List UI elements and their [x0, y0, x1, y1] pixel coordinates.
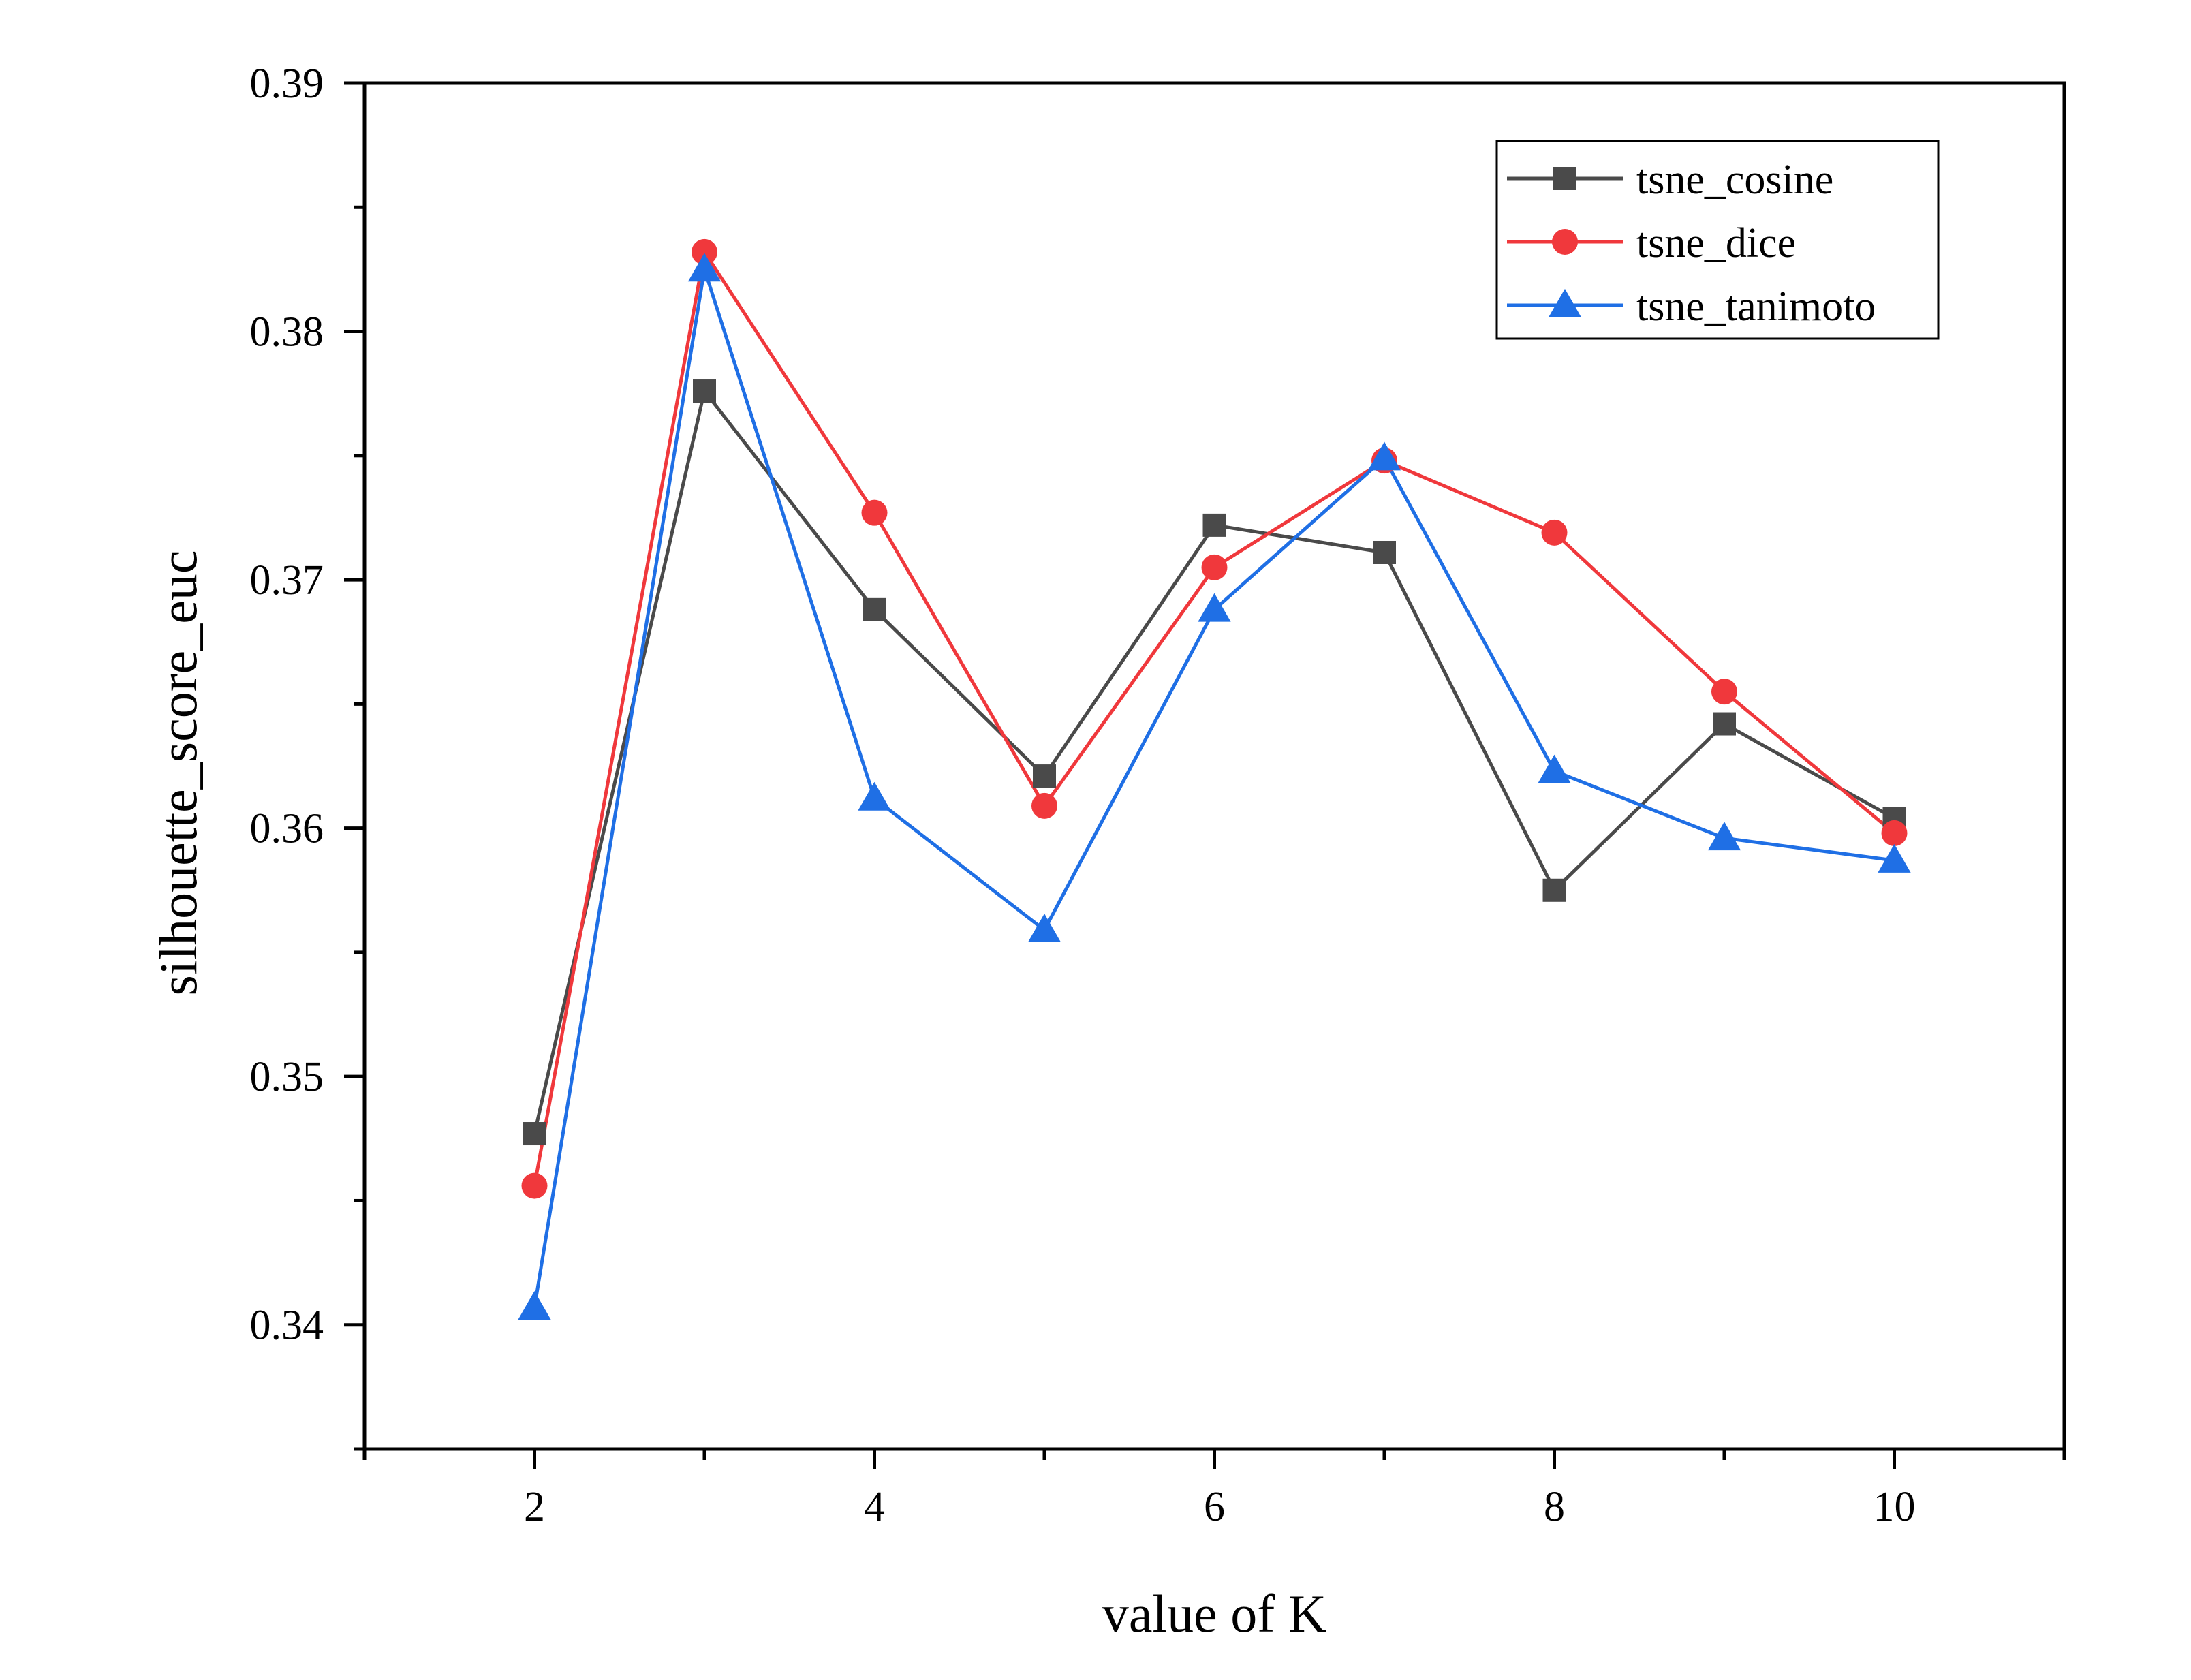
- legend-label-tsne_tanimoto: tsne_tanimoto: [1636, 283, 1876, 330]
- data-point-tsne_cosine-k8: [1542, 878, 1566, 902]
- data-point-tsne_tanimoto-k3: [687, 253, 721, 282]
- axes-group: 2 4 6 8 10 0.34 0.35 0.36 0.37 0.38 0.39: [250, 61, 2066, 1530]
- data-point-tsne_dice-k9: [1711, 679, 1737, 705]
- data-point-tsne_dice-k8: [1541, 519, 1568, 546]
- x-tick-label: 2: [524, 1484, 545, 1530]
- data-point-tsne_dice-k3: [692, 238, 717, 265]
- x-tick-label: 10: [1874, 1484, 1916, 1530]
- legend-marker-tsne_tanimoto: [1548, 288, 1582, 317]
- y-tick-label: 0.39: [250, 61, 324, 107]
- data-point-tsne_cosine-k3: [693, 379, 716, 403]
- data-point-tsne_tanimoto-k8: [1538, 754, 1571, 783]
- data-point-tsne_tanimoto-k5: [1027, 913, 1061, 942]
- legend: tsne_cosine tsne_dice tsne_tanimoto: [1495, 140, 1940, 340]
- legend-marker-tsne_dice: [1552, 229, 1578, 255]
- data-point-tsne_dice-k5: [1031, 792, 1057, 819]
- legend-label-tsne_cosine: tsne_cosine: [1636, 157, 1833, 203]
- data-point-tsne_tanimoto-k6: [1198, 593, 1231, 622]
- legend-label-tsne_dice: tsne_dice: [1636, 220, 1796, 266]
- x-axis-title: value of K: [1102, 1584, 1326, 1643]
- y-tick-label: 0.34: [250, 1303, 324, 1349]
- data-point-tsne_tanimoto-k7: [1367, 441, 1401, 471]
- x-tick-label: 6: [1204, 1484, 1225, 1530]
- data-point-tsne_cosine-k2: [523, 1122, 546, 1146]
- data-point-tsne_dice-k4: [861, 499, 888, 526]
- data-point-tsne_cosine-k9: [1713, 712, 1736, 736]
- data-point-tsne_dice-k2: [521, 1172, 548, 1199]
- x-tick-label: 8: [1544, 1484, 1565, 1530]
- y-tick-label: 0.37: [250, 557, 324, 604]
- data-point-tsne_cosine-k7: [1373, 540, 1396, 564]
- x-tick-label: 4: [864, 1484, 885, 1530]
- data-point-tsne_dice-k6: [1201, 554, 1228, 580]
- data-point-tsne_dice-k10: [1881, 820, 1908, 846]
- data-point-tsne_tanimoto-k10: [1878, 843, 1911, 873]
- y-tick-label: 0.38: [250, 309, 324, 356]
- y-tick-label: 0.35: [250, 1054, 324, 1100]
- data-point-tsne_cosine-k5: [1033, 764, 1056, 788]
- data-point-tsne_tanimoto-k2: [518, 1291, 551, 1320]
- data-point-tsne_tanimoto-k4: [858, 781, 891, 811]
- data-point-tsne_tanimoto-k9: [1707, 822, 1741, 851]
- legend-marker-tsne_cosine: [1553, 167, 1576, 190]
- y-tick-label: 0.36: [250, 806, 324, 852]
- series-group: [518, 238, 1911, 1320]
- data-point-tsne_cosine-k6: [1202, 513, 1226, 537]
- y-axis-title: silhouette_score_euc: [149, 550, 208, 995]
- data-point-tsne_cosine-k4: [863, 597, 886, 621]
